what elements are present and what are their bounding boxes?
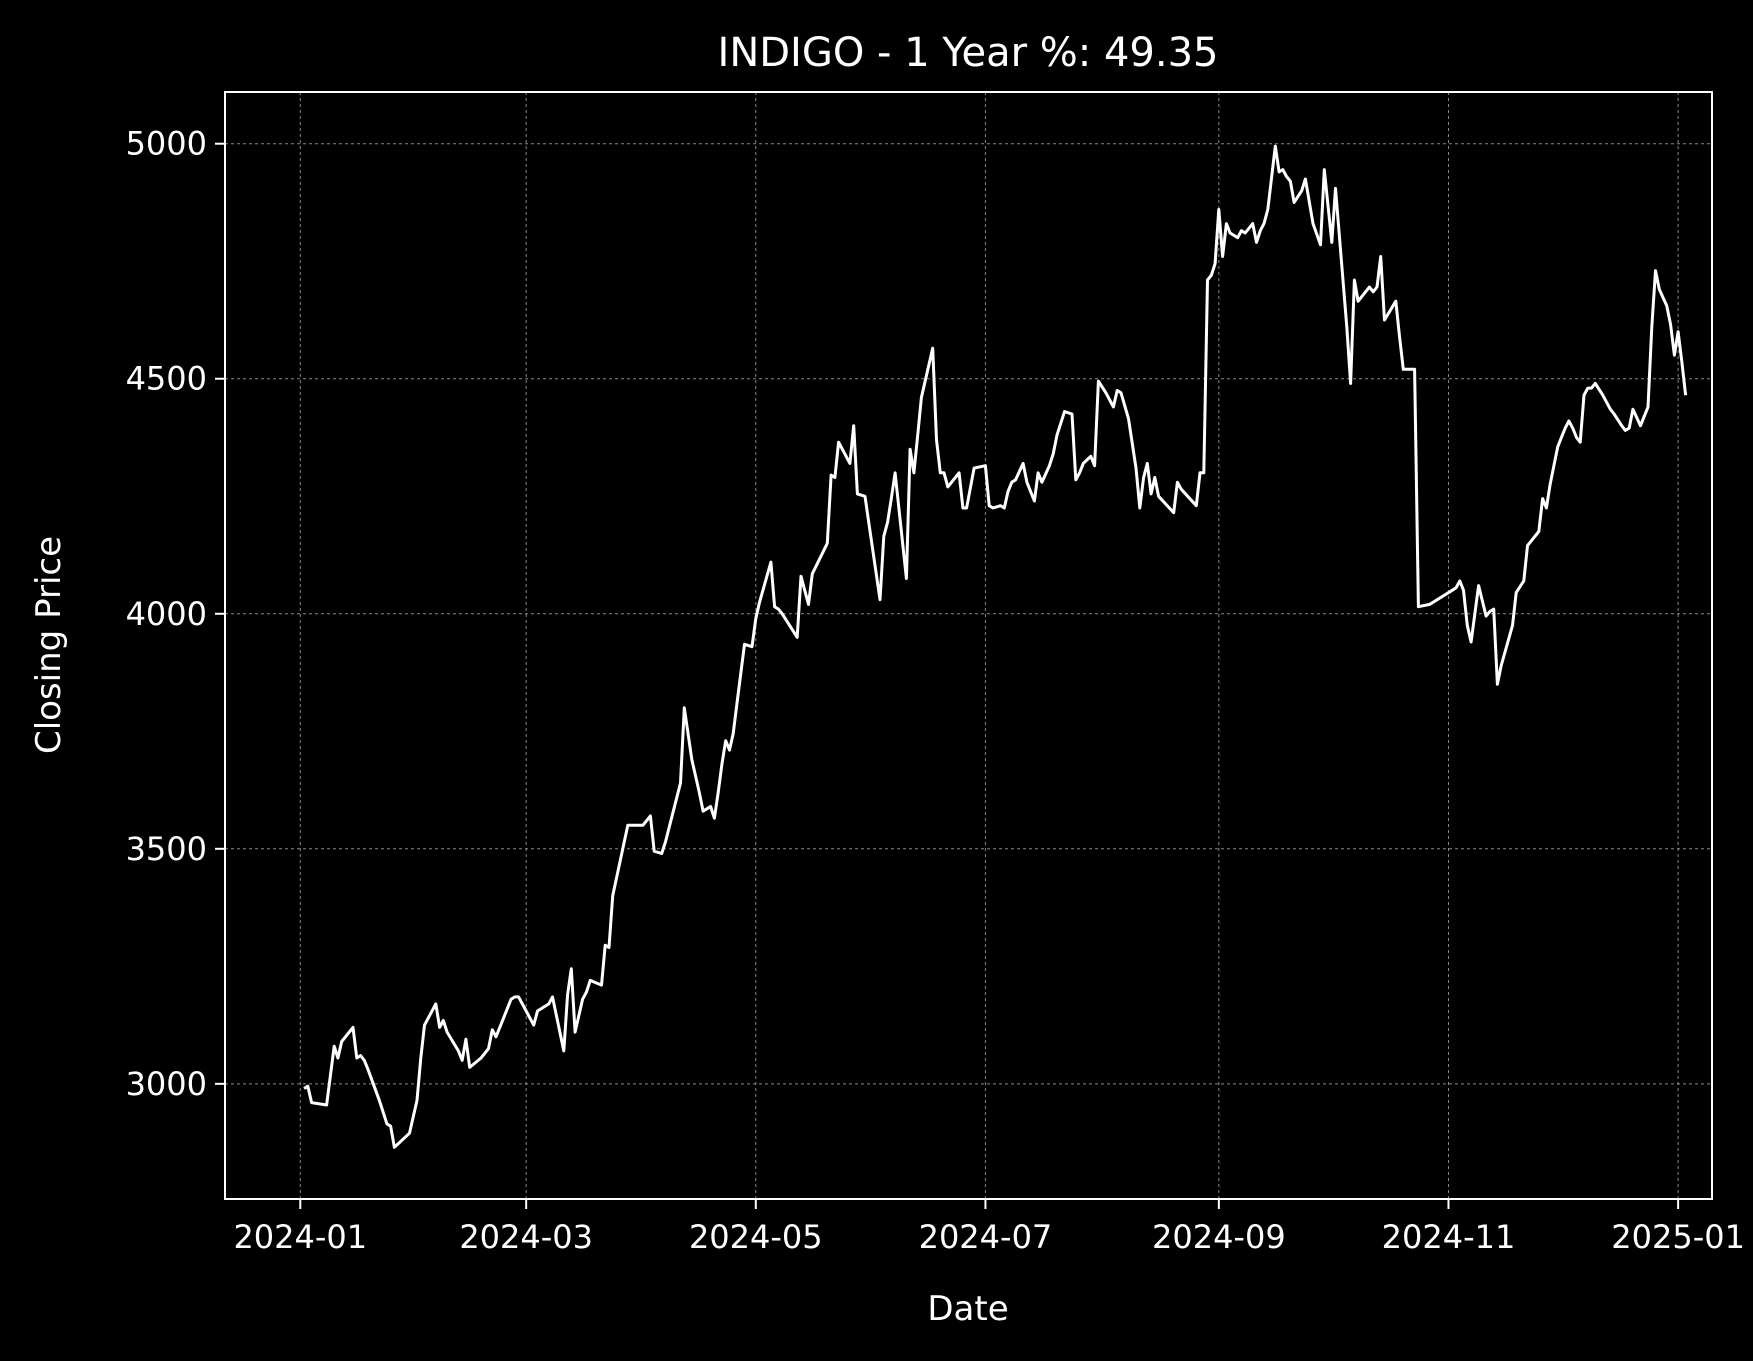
y-tick-label: 3500 xyxy=(126,830,207,868)
x-tick-label: 2024-07 xyxy=(919,1218,1053,1256)
x-tick-label: 2024-03 xyxy=(459,1218,593,1256)
x-tick-label: 2024-09 xyxy=(1152,1218,1286,1256)
plot-frame xyxy=(224,91,1713,1200)
x-tick-label: 2024-11 xyxy=(1382,1218,1516,1256)
y-axis-label: Closing Price xyxy=(29,536,69,754)
chart-title: INDIGO - 1 Year %: 49.35 xyxy=(718,30,1219,76)
y-tick-label: 3000 xyxy=(126,1065,207,1103)
y-tick-label: 5000 xyxy=(126,125,207,163)
x-tick-label: 2025-01 xyxy=(1611,1218,1745,1256)
x-axis-label: Date xyxy=(927,1289,1008,1329)
x-tick-label: 2024-01 xyxy=(233,1218,367,1256)
y-axis-ticks: 3000 3500 4000 4500 5000 xyxy=(126,125,225,1103)
x-tick-label: 2024-05 xyxy=(689,1218,823,1256)
grid-lines xyxy=(225,92,1712,1199)
y-tick-label: 4000 xyxy=(126,595,207,633)
series-layer xyxy=(303,144,1688,1149)
y-tick-label: 4500 xyxy=(126,360,207,398)
x-axis-ticks: 2024-01 2024-03 2024-05 2024-07 2024-09 2024-… xyxy=(233,1199,1745,1256)
series-line xyxy=(303,144,1688,1149)
